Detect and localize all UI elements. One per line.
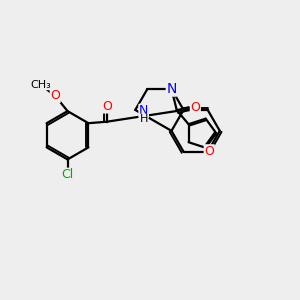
Text: CH₃: CH₃ (30, 80, 51, 90)
Text: N: N (166, 82, 177, 96)
Text: O: O (190, 101, 200, 114)
Text: O: O (50, 89, 60, 102)
Text: Cl: Cl (61, 168, 74, 181)
Text: O: O (204, 145, 214, 158)
Text: N: N (139, 104, 148, 117)
Text: H: H (140, 114, 148, 124)
Text: O: O (102, 100, 112, 113)
